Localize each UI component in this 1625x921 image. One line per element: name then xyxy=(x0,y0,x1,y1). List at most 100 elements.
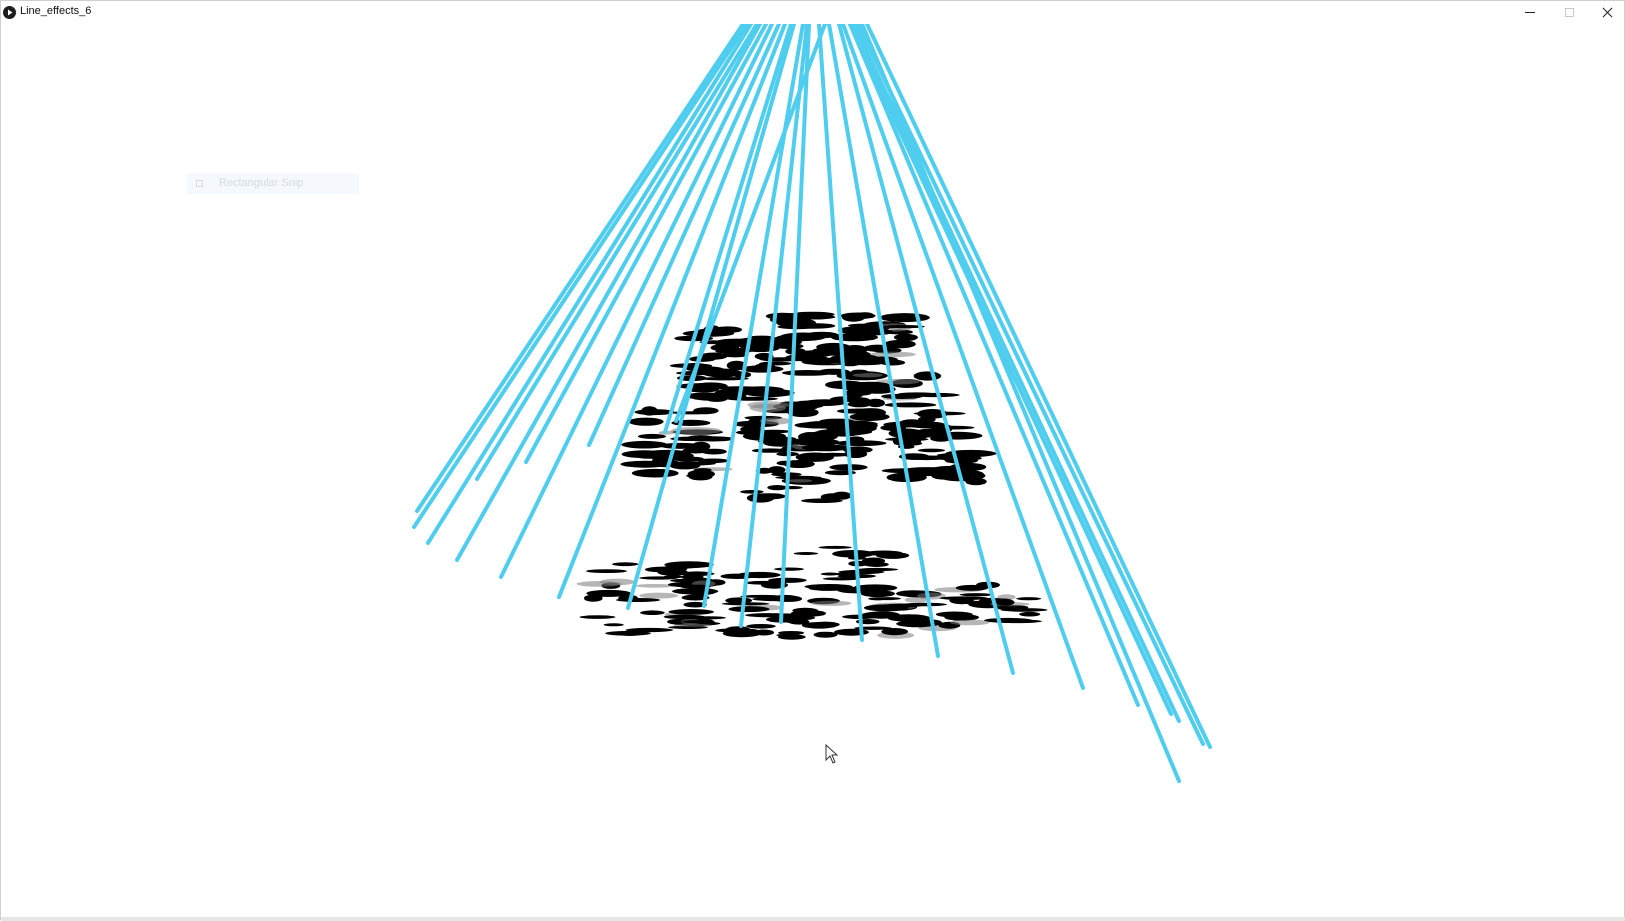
blob-mark xyxy=(603,623,624,627)
blob-cluster xyxy=(576,311,1048,640)
blob-mark xyxy=(792,438,840,446)
window-bottom-edge xyxy=(1,917,1625,921)
close-button[interactable] xyxy=(1588,1,1625,24)
blob-mark xyxy=(793,552,819,555)
ray-line xyxy=(837,24,1015,675)
blob-mark xyxy=(939,596,989,600)
blob-mark xyxy=(637,433,667,439)
blob-mark xyxy=(736,571,781,579)
blob-mark xyxy=(879,359,906,366)
blob-mark xyxy=(639,592,679,599)
blob-mark xyxy=(866,398,885,408)
blob-mark xyxy=(700,352,728,360)
blob-mark xyxy=(842,345,868,355)
blob-mark xyxy=(813,350,848,354)
blob-mark xyxy=(776,317,804,328)
blob-mark xyxy=(628,417,664,426)
blob-mark xyxy=(854,626,893,630)
minimize-button[interactable] xyxy=(1511,1,1549,24)
blob-mark xyxy=(768,466,786,474)
blob-mark xyxy=(787,407,819,418)
blob-mark xyxy=(728,606,770,613)
ray-line xyxy=(739,24,809,628)
blob-mark xyxy=(767,485,788,491)
blob-mark xyxy=(782,370,833,376)
play-icon xyxy=(3,6,16,19)
blob-mark xyxy=(670,427,722,435)
blob-mark xyxy=(950,619,990,626)
blob-mark xyxy=(893,441,923,446)
blob-mark xyxy=(917,592,946,600)
blob-mark xyxy=(688,473,713,481)
blob-mark xyxy=(681,574,704,580)
blob-mark xyxy=(804,584,853,590)
blob-mark xyxy=(759,361,792,366)
ray-line xyxy=(848,24,1173,716)
blob-mark xyxy=(836,572,858,576)
blob-mark xyxy=(818,545,852,549)
blob-mark xyxy=(777,634,806,640)
blob-mark xyxy=(824,470,857,476)
blob-mark xyxy=(681,594,710,601)
blob-mark xyxy=(893,333,918,341)
blob-mark xyxy=(644,566,681,573)
blob-mark xyxy=(740,594,784,598)
ray-line xyxy=(626,24,796,610)
blob-mark xyxy=(621,440,668,449)
blob-mark xyxy=(875,378,920,385)
ray-line xyxy=(499,24,774,579)
blob-mark xyxy=(694,382,728,390)
blob-mark xyxy=(947,471,986,481)
ray-line xyxy=(848,24,1140,707)
blob-mark xyxy=(847,436,865,443)
blob-mark xyxy=(743,388,795,397)
maximize-button[interactable] xyxy=(1550,1,1588,24)
blob-mark xyxy=(883,325,925,329)
maximize-icon xyxy=(1564,8,1574,17)
blob-mark xyxy=(726,360,747,371)
blob-mark xyxy=(579,615,616,619)
ray-line xyxy=(827,24,940,658)
blob-mark xyxy=(902,431,930,440)
blob-mark xyxy=(852,373,883,378)
blob-mark xyxy=(740,490,764,494)
blob-mark xyxy=(746,624,776,629)
blob-mark xyxy=(674,457,706,462)
blob-mark xyxy=(715,349,744,354)
title-bar[interactable]: Line_effects_6 xyxy=(1,1,1624,24)
ray-line xyxy=(524,24,768,464)
blob-mark xyxy=(918,416,936,423)
blob-mark xyxy=(625,627,674,633)
blob-mark xyxy=(881,393,923,399)
window-title: Line_effects_6 xyxy=(20,5,92,17)
blob-mark xyxy=(995,599,1015,606)
blob-mark xyxy=(779,595,803,602)
blob-mark xyxy=(690,436,735,442)
ray-line xyxy=(841,24,1085,690)
ray-line xyxy=(817,24,864,642)
blob-mark xyxy=(620,460,671,468)
blob-mark xyxy=(612,562,639,567)
blob-mark xyxy=(782,616,802,624)
ray-line xyxy=(415,24,745,513)
ray-line xyxy=(865,24,1212,749)
blob-mark xyxy=(994,605,1029,610)
sketch-canvas[interactable]: Rectangular Snip xyxy=(1,24,1624,919)
blob-mark xyxy=(868,597,888,601)
blob-mark xyxy=(659,442,702,449)
blob-mark xyxy=(584,594,603,602)
blob-mark xyxy=(820,572,840,576)
blob-mark xyxy=(725,626,751,633)
blob-mark xyxy=(801,444,850,452)
minimize-icon xyxy=(1525,12,1535,13)
blob-mark xyxy=(747,401,790,409)
ray-line xyxy=(856,24,1205,746)
blob-mark xyxy=(879,603,923,608)
line-effects-drawing xyxy=(412,24,1212,783)
blob-mark xyxy=(930,435,952,442)
blob-mark xyxy=(773,343,804,349)
blob-mark xyxy=(640,610,665,615)
ray-line xyxy=(455,24,762,562)
blob-mark xyxy=(664,461,716,466)
blob-mark xyxy=(884,339,916,349)
